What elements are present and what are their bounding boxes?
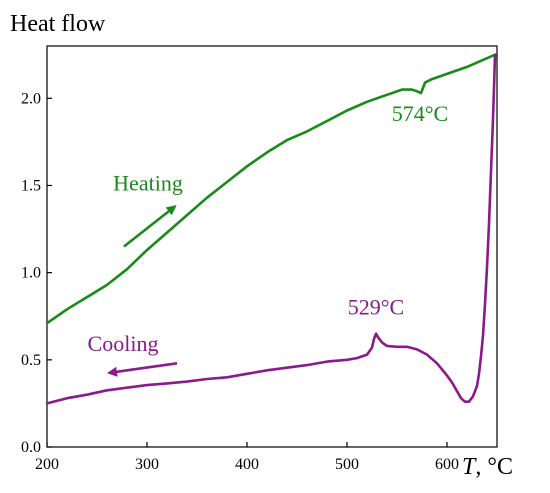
series-layer	[45, 53, 497, 405]
x-tick-label: 500	[335, 456, 359, 473]
x-axis-unit: , °C	[475, 454, 513, 480]
cooling-curve	[45, 53, 497, 405]
y-tick-label: 1.0	[21, 265, 41, 282]
heating-direction-arrow	[123, 205, 177, 248]
x-ticks: 200 300 400 500 600	[35, 442, 459, 473]
annotation-label: Heating	[113, 171, 183, 196]
x-axis-variable: T	[462, 454, 477, 480]
heating-curve	[45, 53, 497, 325]
annotation-label: 574°C	[392, 101, 448, 126]
annotation-layer: 574°C 529°C Heating Cooling	[88, 101, 449, 356]
x-tick-label: 600	[435, 456, 459, 473]
y-tick-label: 2.0	[21, 90, 41, 107]
annotation-label: 529°C	[348, 294, 404, 319]
y-tick-label: 0.0	[21, 439, 41, 456]
axes	[46, 45, 498, 448]
annotation-label: Cooling	[88, 331, 159, 356]
x-tick-label: 300	[135, 456, 159, 473]
y-axis-title: Heat flow	[10, 11, 106, 37]
arrow-layer	[107, 205, 178, 377]
y-ticks: 0.0 0.5 1.0 1.5 2.0	[21, 90, 52, 456]
x-tick-label: 400	[235, 456, 259, 473]
y-tick-label: 0.5	[21, 352, 41, 369]
cooling-direction-arrow	[107, 362, 178, 377]
x-tick-label: 200	[35, 456, 59, 473]
x-axis-title: T, °C	[462, 454, 513, 480]
y-tick-label: 1.5	[21, 177, 41, 194]
plot-frame	[46, 45, 498, 448]
